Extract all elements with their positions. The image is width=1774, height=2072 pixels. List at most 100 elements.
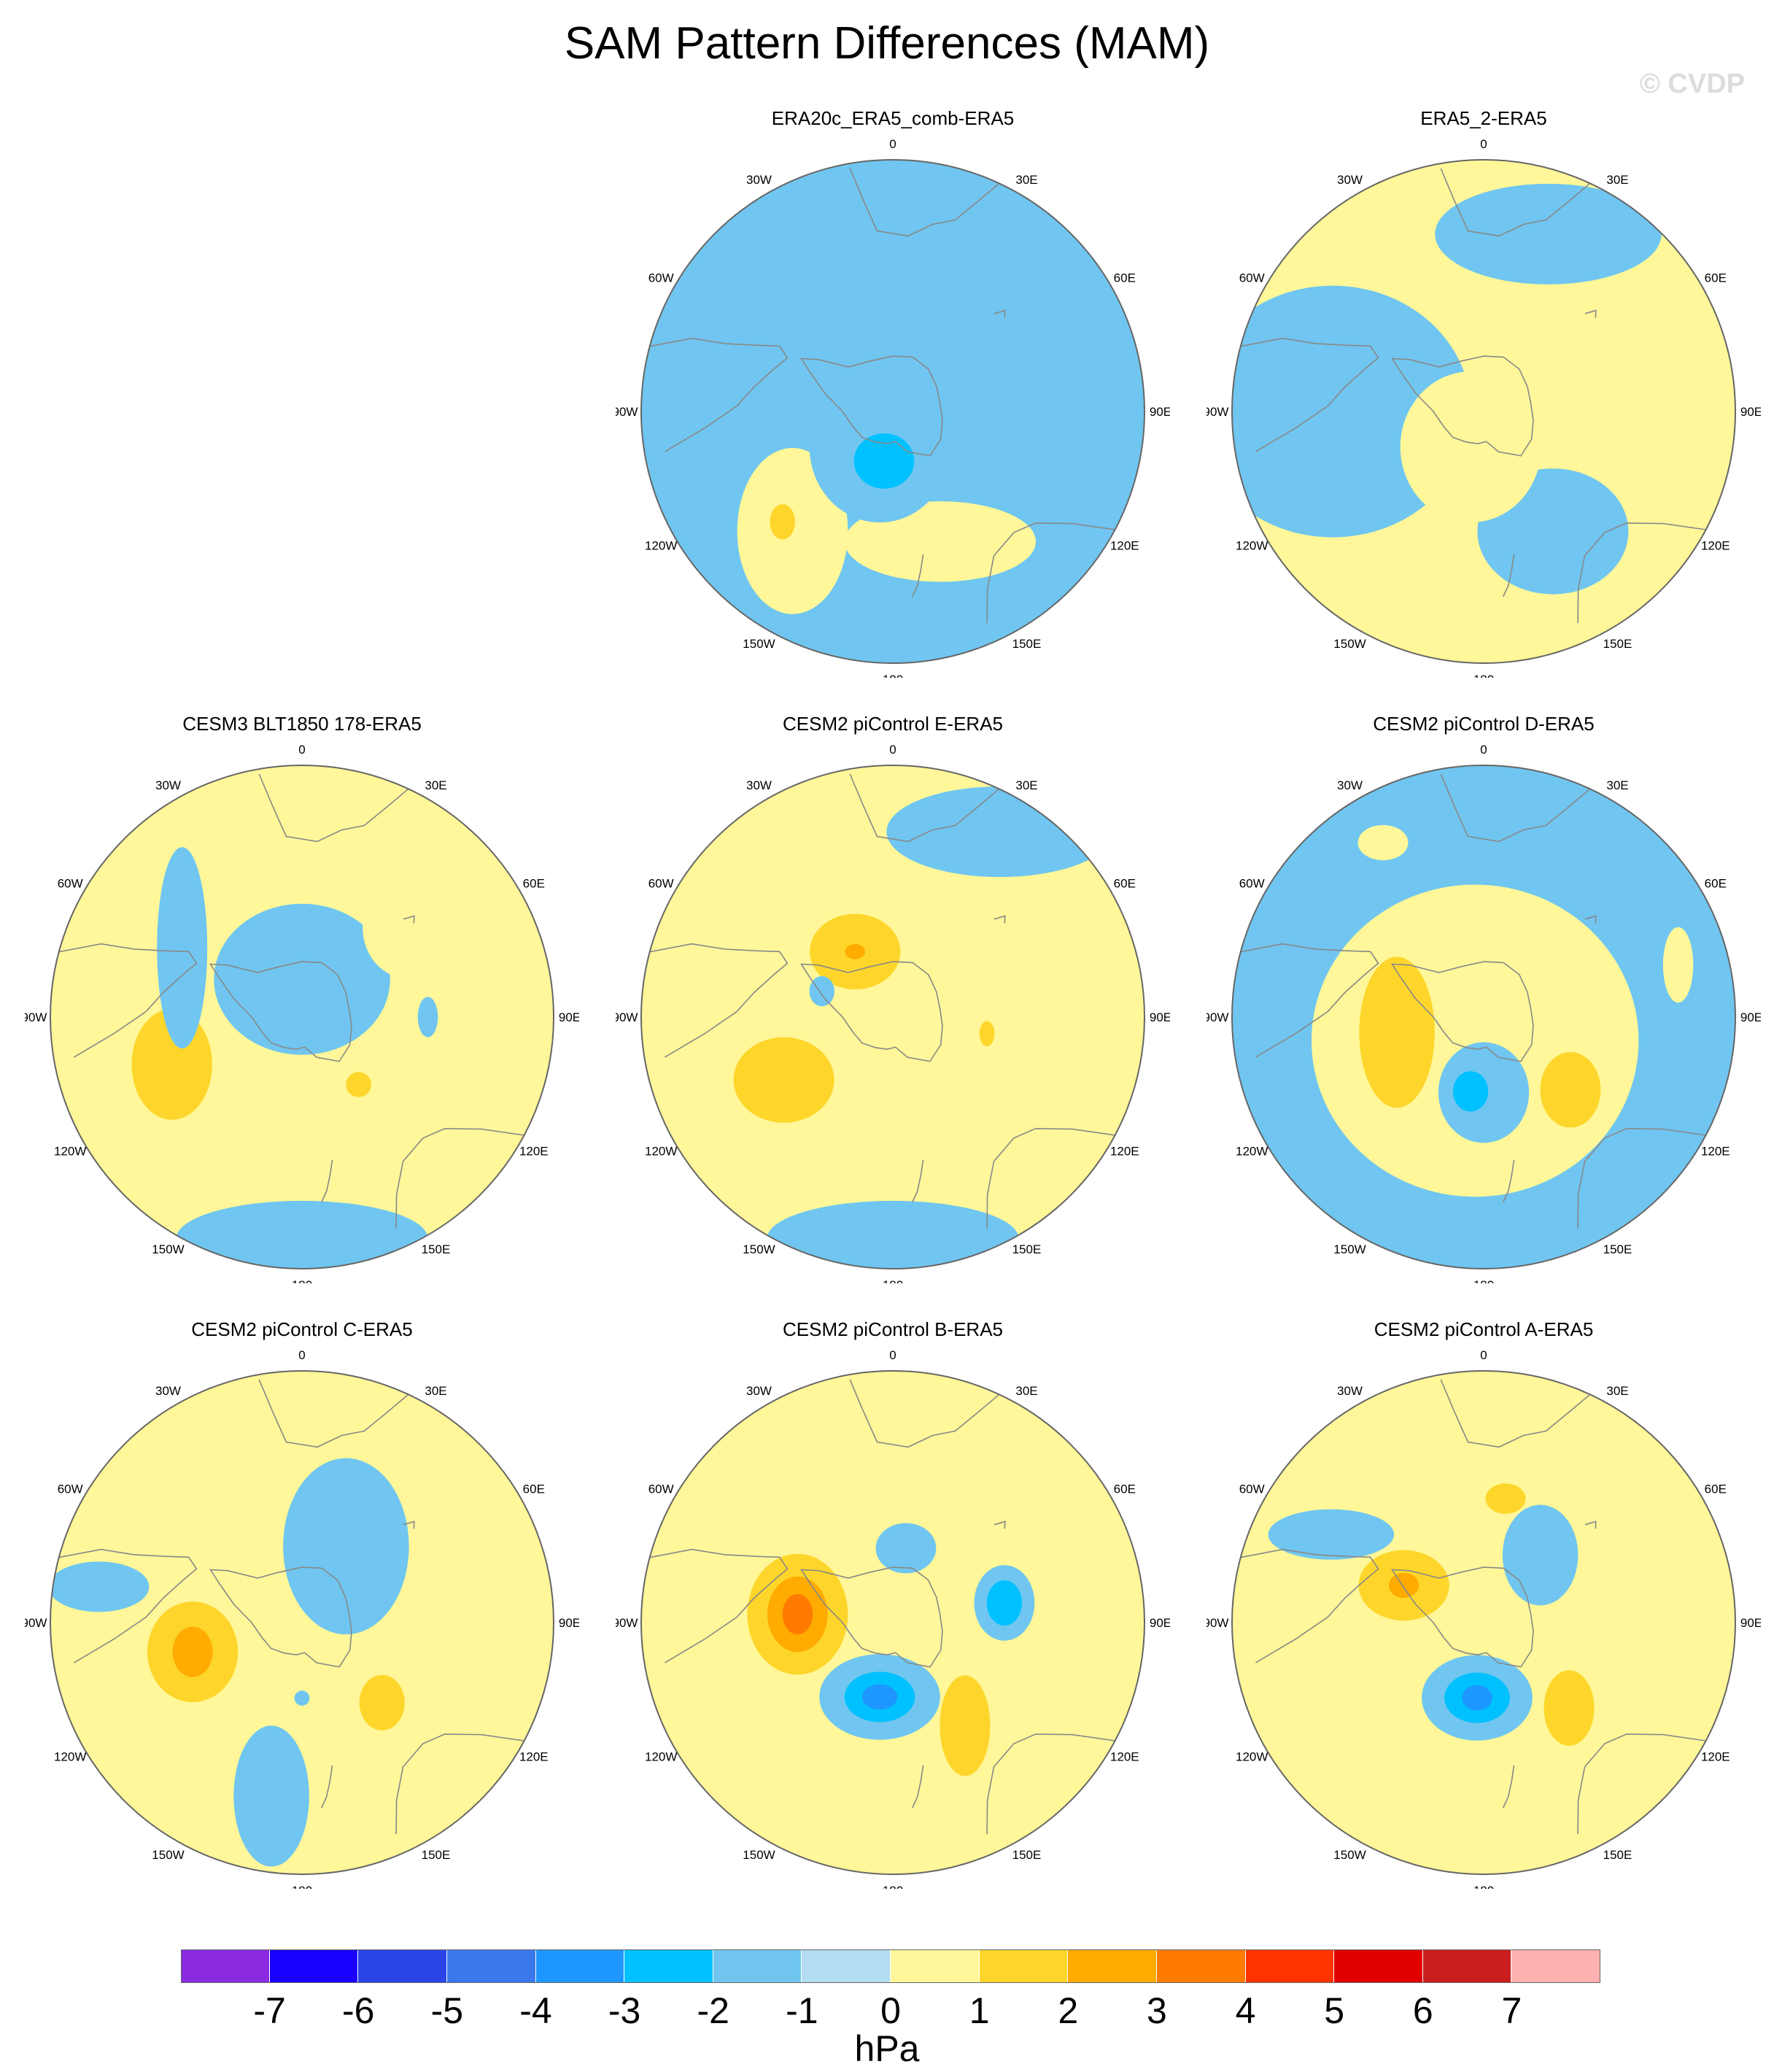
longitude-label: 150W: [1333, 1848, 1366, 1862]
field-layer: [1232, 765, 1735, 1269]
negative-anomaly-region: [986, 1580, 1023, 1626]
longitude-label: 60E: [1114, 271, 1136, 285]
longitude-label: 180: [292, 1278, 312, 1283]
field-layer: [641, 160, 1144, 663]
map-frame: [1231, 1370, 1736, 1875]
positive-anomaly-region: [940, 1675, 991, 1777]
panel-title: CESM2 piControl B-ERA5: [783, 1318, 1003, 1340]
map-panel-cesm2-b: CESM2 piControl B-ERA5 0 30E 60E 90E 120E 150…: [616, 1317, 1170, 1901]
longitude-label: 120W: [645, 539, 677, 553]
map-panel-cesm2-a: CESM2 piControl A-ERA5 0 30E 60E 90E 120E 150…: [1206, 1317, 1761, 1901]
panel-title: ERA5_2-ERA5: [1420, 107, 1547, 129]
polar-map: 0 30E 60E 90E 120E 150E 180 150W 120W 90W 60W 30W: [616, 743, 1170, 1283]
positive-anomaly-region: [845, 944, 866, 959]
continent-coastline: [58, 943, 198, 1058]
longitude-label: 150E: [1012, 1848, 1042, 1862]
longitude-label: 150E: [422, 1848, 451, 1862]
longitude-label: 120E: [519, 1145, 549, 1159]
colorbar-box: [358, 1949, 447, 1983]
field-background: [641, 1371, 1144, 1874]
continent-coastline: [1577, 522, 1706, 624]
colorbar-tick-label: -6: [342, 1990, 375, 2031]
longitude-label: 90W: [616, 1010, 638, 1024]
longitude-label: 120E: [519, 1750, 549, 1764]
positive-anomaly-region: [363, 878, 454, 979]
longitude-label: 90W: [25, 1010, 47, 1024]
longitude-label: 60E: [523, 877, 545, 891]
negative-anomaly-region: [1462, 1685, 1492, 1711]
map-frame: [640, 1370, 1145, 1875]
map-frame: [50, 1370, 554, 1875]
longitude-label: 150W: [152, 1848, 184, 1862]
longitude-label: 120E: [1701, 1145, 1730, 1159]
longitude-label: 60E: [1705, 877, 1727, 891]
polar-map: 0 30E 60E 90E 120E 150E 180 150W 120W 90W 60W 30W: [1206, 743, 1761, 1283]
longitude-label: 120E: [1701, 539, 1730, 553]
colorbar-box: [269, 1949, 359, 1983]
negative-anomaly-region: [935, 381, 1026, 442]
longitude-label: 120W: [1236, 1145, 1268, 1159]
longitude-label: 120E: [1701, 1750, 1730, 1764]
polar-map: 0 30E 60E 90E 120E 150E 180 150W 120W 90W 60W 30W: [616, 138, 1170, 678]
longitude-label: 90E: [559, 1616, 579, 1630]
longitude-label: 30W: [1337, 778, 1363, 792]
longitude-label: 150E: [1012, 637, 1042, 651]
negative-anomaly-region: [283, 1458, 409, 1635]
continent-coastline: [320, 1159, 333, 1203]
continent-coastline: [1440, 773, 1591, 843]
longitude-label: 60W: [648, 271, 674, 285]
antarctica-coastline: [209, 1566, 352, 1668]
map-frame: [640, 159, 1145, 664]
panel-title: CESM2 piControl C-ERA5: [191, 1318, 413, 1340]
continent-coastline: [993, 1520, 1006, 1529]
longitude-label: 90E: [1150, 1010, 1170, 1024]
longitude-label: 90E: [1740, 405, 1761, 419]
negative-anomaly-region: [1502, 1504, 1579, 1606]
continent-coastline: [1502, 1765, 1515, 1809]
negative-anomaly-region: [50, 1561, 150, 1612]
longitude-label: 90W: [1206, 1010, 1228, 1024]
longitude-label: 30W: [155, 778, 181, 792]
negative-anomaly-region: [233, 1725, 309, 1867]
panel-title: ERA20c_ERA5_comb-ERA5: [771, 107, 1015, 129]
positive-anomaly-region: [1543, 1670, 1595, 1746]
field-layer: [50, 1371, 554, 1874]
colorbar-tick-label: -7: [253, 1990, 286, 2031]
field-background: [50, 1371, 554, 1874]
continent-coastline: [649, 1548, 789, 1663]
negative-anomaly-region: [417, 997, 438, 1037]
longitude-label: 30E: [425, 1384, 446, 1398]
continent-coastline: [403, 915, 415, 924]
longitude-label: 30W: [1337, 1384, 1363, 1398]
longitude-label: 150E: [1603, 1242, 1632, 1256]
map-panel-era5-2: ERA5_2-ERA5 0 30E 60E 90E 120E 150E 180 150W 120…: [1206, 106, 1761, 689]
longitude-label: 180: [1473, 1884, 1494, 1889]
continent-coastline: [649, 943, 789, 1058]
longitude-label: 90E: [1150, 1616, 1170, 1630]
positive-anomaly-region: [1400, 371, 1541, 523]
longitude-label: 60W: [58, 1483, 83, 1496]
longitude-label: 30W: [746, 778, 772, 792]
continent-coastline: [986, 1733, 1115, 1835]
negative-anomaly-region: [773, 295, 925, 376]
longitude-label: 90E: [559, 1010, 579, 1024]
longitude-label: 150E: [1012, 1242, 1042, 1256]
continent-coastline: [1502, 554, 1515, 598]
longitude-label: 60W: [58, 877, 83, 891]
continent-coastline: [986, 522, 1115, 624]
continent-coastline: [1577, 1733, 1706, 1835]
antarctica-coastline: [1390, 1566, 1534, 1668]
continent-coastline: [1584, 1520, 1597, 1529]
longitude-label: 30E: [1015, 1384, 1037, 1398]
continent-coastline: [1440, 168, 1591, 237]
continent-coastline: [395, 1733, 524, 1835]
longitude-label: 60W: [648, 877, 674, 891]
colorbar-unit-label: hPa: [854, 2028, 920, 2069]
continent-coastline: [849, 1379, 1000, 1448]
positive-anomaly-region: [770, 504, 795, 540]
longitude-label: 30E: [1015, 173, 1037, 187]
field-background: [1232, 1371, 1735, 1874]
longitude-label: 30W: [155, 1384, 181, 1398]
negative-anomaly-region: [1435, 183, 1662, 285]
colorbar-tick-label: 1: [969, 1990, 990, 2031]
